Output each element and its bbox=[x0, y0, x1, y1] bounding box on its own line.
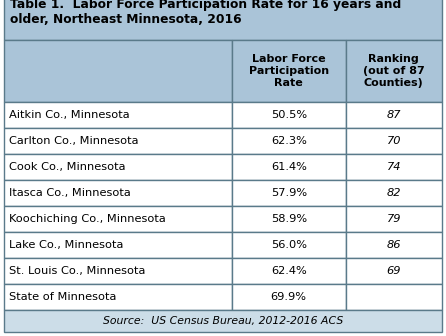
Text: 70: 70 bbox=[387, 136, 401, 146]
Bar bbox=[232, 232, 346, 258]
Bar bbox=[4, 284, 232, 310]
Text: Source:  US Census Bureau, 2012-2016 ACS: Source: US Census Bureau, 2012-2016 ACS bbox=[103, 316, 343, 326]
Bar bbox=[346, 206, 442, 232]
Bar bbox=[232, 284, 346, 310]
Text: Aitkin Co., Minnesota: Aitkin Co., Minnesota bbox=[9, 110, 130, 120]
Text: Table 1.  Labor Force Participation Rate for 16 years and
older, Northeast Minne: Table 1. Labor Force Participation Rate … bbox=[10, 0, 401, 26]
Text: 86: 86 bbox=[387, 240, 401, 250]
Text: 79: 79 bbox=[387, 214, 401, 224]
Bar bbox=[232, 180, 346, 206]
Bar bbox=[4, 40, 232, 102]
Bar bbox=[232, 102, 346, 128]
Bar bbox=[4, 0, 442, 40]
Bar bbox=[4, 310, 442, 332]
Text: St. Louis Co., Minnesota: St. Louis Co., Minnesota bbox=[9, 266, 145, 276]
Bar bbox=[232, 206, 346, 232]
Bar bbox=[4, 154, 232, 180]
Bar bbox=[346, 258, 442, 284]
Bar bbox=[346, 128, 442, 154]
Text: State of Minnesota: State of Minnesota bbox=[9, 292, 116, 302]
Bar bbox=[4, 102, 232, 128]
Text: 69: 69 bbox=[387, 266, 401, 276]
Text: 62.4%: 62.4% bbox=[271, 266, 306, 276]
Text: Labor Force
Participation
Rate: Labor Force Participation Rate bbox=[248, 54, 329, 88]
Bar bbox=[232, 40, 346, 102]
Text: 82: 82 bbox=[387, 188, 401, 198]
Text: 87: 87 bbox=[387, 110, 401, 120]
Text: Koochiching Co., Minnesota: Koochiching Co., Minnesota bbox=[9, 214, 166, 224]
Text: 57.9%: 57.9% bbox=[271, 188, 307, 198]
Text: 61.4%: 61.4% bbox=[271, 162, 307, 172]
Bar bbox=[4, 232, 232, 258]
Bar bbox=[346, 102, 442, 128]
Text: 69.9%: 69.9% bbox=[271, 292, 307, 302]
Bar bbox=[4, 258, 232, 284]
Bar bbox=[232, 154, 346, 180]
Text: Ranking
(out of 87
Counties): Ranking (out of 87 Counties) bbox=[363, 54, 425, 88]
Text: Carlton Co., Minnesota: Carlton Co., Minnesota bbox=[9, 136, 139, 146]
Text: Lake Co., Minnesota: Lake Co., Minnesota bbox=[9, 240, 124, 250]
Text: Cook Co., Minnesota: Cook Co., Minnesota bbox=[9, 162, 125, 172]
Text: 58.9%: 58.9% bbox=[271, 214, 307, 224]
Bar bbox=[346, 40, 442, 102]
Text: Itasca Co., Minnesota: Itasca Co., Minnesota bbox=[9, 188, 131, 198]
Text: 74: 74 bbox=[387, 162, 401, 172]
Bar bbox=[346, 232, 442, 258]
Bar bbox=[4, 206, 232, 232]
Bar bbox=[232, 128, 346, 154]
Bar bbox=[346, 180, 442, 206]
Text: 62.3%: 62.3% bbox=[271, 136, 307, 146]
Bar bbox=[346, 154, 442, 180]
Text: 50.5%: 50.5% bbox=[271, 110, 307, 120]
Bar bbox=[346, 284, 442, 310]
Bar bbox=[4, 128, 232, 154]
Bar bbox=[4, 180, 232, 206]
Bar bbox=[232, 258, 346, 284]
Text: 56.0%: 56.0% bbox=[271, 240, 307, 250]
